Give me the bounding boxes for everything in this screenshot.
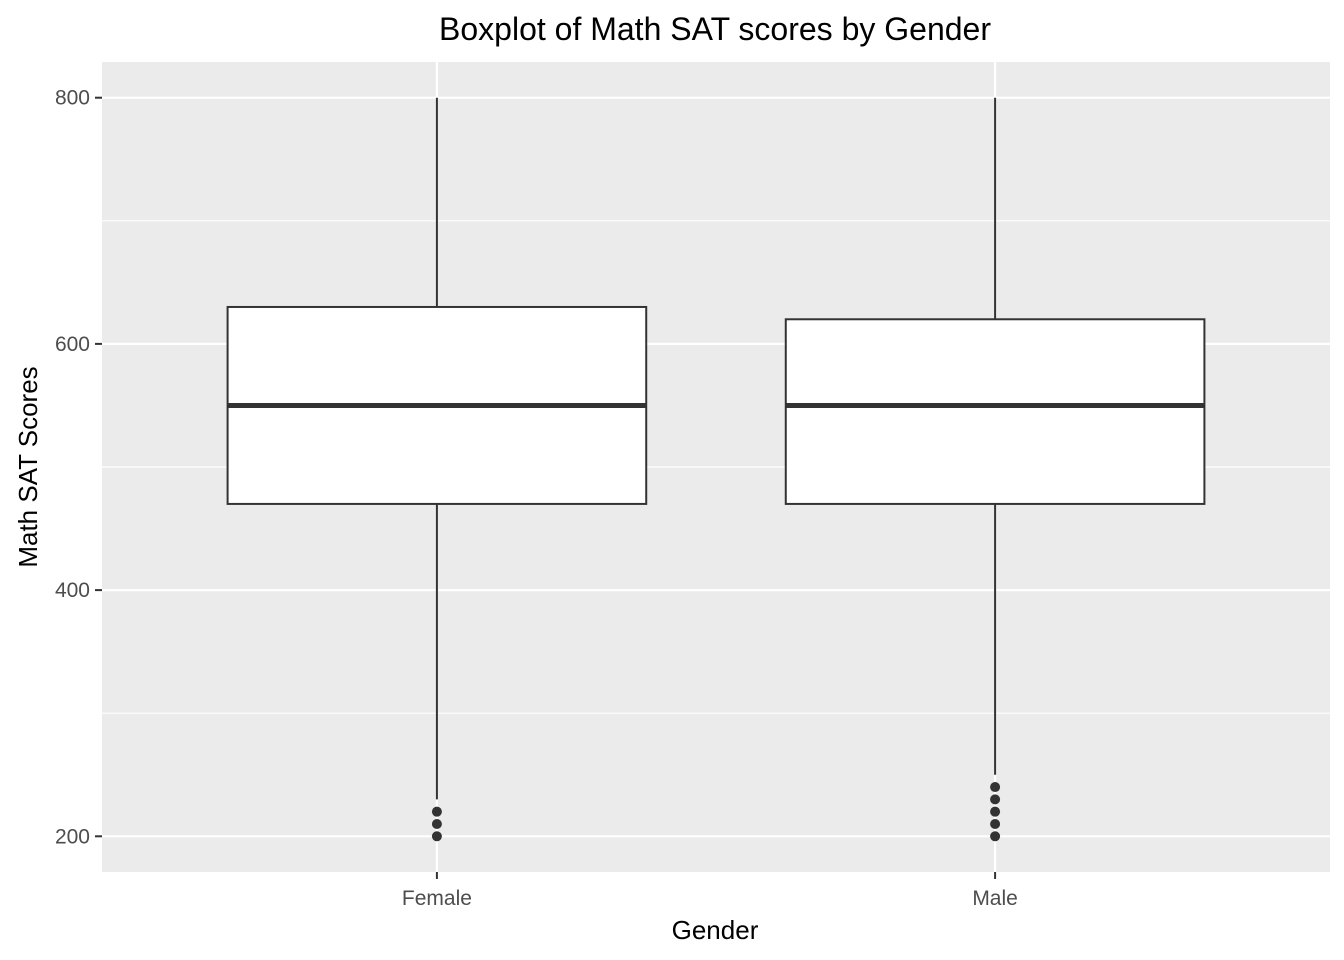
y-tick-label: 400 [55,579,90,602]
x-tick-label: Female [402,887,472,910]
outlier-point [431,818,442,829]
x-axis-title: Gender [672,915,759,945]
iqr-box [784,318,1206,505]
box-group-female [226,97,648,842]
y-tick-label: 600 [55,333,90,356]
boxes [226,97,1206,842]
outlier-point [990,794,1001,805]
y-tick-label: 800 [55,87,90,110]
y-axis-title: Math SAT Scores [13,366,43,567]
outlier-point [990,831,1001,842]
outlier-point [990,818,1001,829]
chart-title: Boxplot of Math SAT scores by Gender [439,11,991,47]
outlier-point [431,806,442,817]
outlier-point [990,806,1001,817]
x-tick-label: Male [972,887,1018,910]
box-group-male [784,97,1206,842]
axes: 200 400 600 800 Female Male [55,87,1018,910]
outlier-point [431,831,442,842]
outlier-point [990,782,1001,793]
y-tick-label: 200 [55,825,90,848]
